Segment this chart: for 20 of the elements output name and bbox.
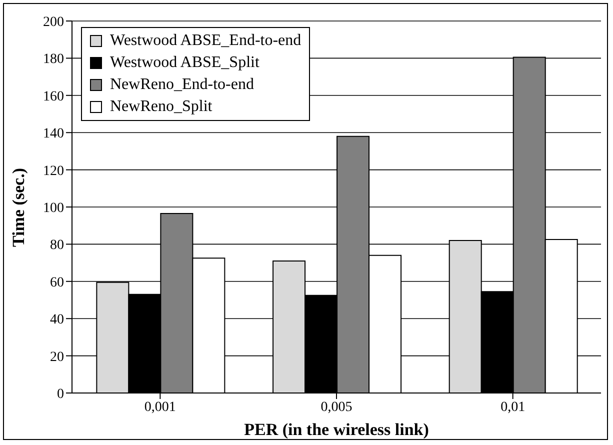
legend-label: Westwood ABSE_Split [110,53,260,73]
legend-label: NewReno_End-to-end [110,75,254,95]
y-tick-label: 60 [50,275,64,290]
y-tick-label: 120 [43,164,64,179]
y-tick-label: 80 [50,238,64,254]
x-tick-label: 0,001 [144,400,176,415]
y-tick-label: 140 [43,126,64,142]
y-tick-label: 180 [43,52,64,68]
y-tick-label: 200 [43,14,64,30]
legend-label: NewReno_Split [110,97,212,117]
y-tick-label: 20 [50,350,64,365]
y-axis-title: Time (sec.) [9,168,28,247]
x-tick-label: 0,005 [320,400,352,415]
y-tick-label: 100 [43,200,64,216]
y-tick-label: 160 [43,89,64,104]
x-tick-label: 0,01 [500,400,526,415]
legend-label: Westwood ABSE_End-to-end [110,31,302,51]
y-tick-label: 0 [57,386,64,402]
x-axis-title: PER (in the wireless link) [244,420,429,439]
y-tick-label: 40 [50,312,64,328]
